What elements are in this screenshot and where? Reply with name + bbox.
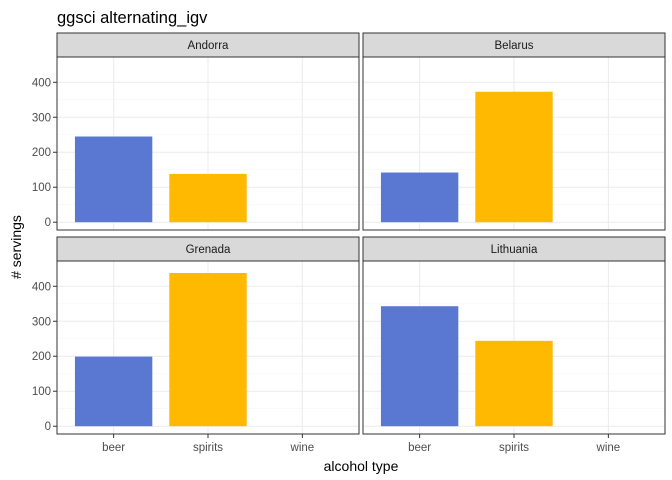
- panel-border: [362, 56, 666, 231]
- facet-panels: Andorra 0 100 200 300 400 Belarus Grenada 0 100 20…: [32, 32, 666, 454]
- chart-title: ggsci alternating_igv: [57, 9, 208, 27]
- x-tick-label: wine: [290, 442, 315, 454]
- y-axis-title: # servings: [8, 215, 24, 279]
- facet-strip: [362, 236, 666, 262]
- x-tick-label: spirits: [193, 442, 223, 454]
- x-tick-label: wine: [596, 442, 621, 454]
- facet-strip-label: Andorra: [188, 40, 230, 52]
- panel-border: [56, 56, 360, 231]
- x-tick-label: spirits: [499, 442, 529, 454]
- y-tick-label: 100: [32, 182, 51, 194]
- facet-strip: [362, 32, 666, 58]
- bar-spirits: [475, 91, 553, 223]
- bar-beer: [74, 136, 153, 223]
- y-tick-label: 0: [45, 421, 51, 433]
- facet-strip-label: Lithuania: [491, 244, 538, 256]
- y-tick-label: 300: [32, 316, 51, 328]
- y-tick-label: 300: [32, 112, 51, 124]
- bar-beer: [74, 356, 153, 427]
- y-tick-label: 100: [32, 386, 51, 398]
- facet-panel-lithuania: Lithuania beer spirits wine: [362, 236, 666, 454]
- facet-panel-grenada: Grenada 0 100 200 300 400 beer spirits wine: [32, 236, 360, 454]
- facet-panel-belarus: Belarus: [362, 32, 666, 231]
- facet-strip: [56, 32, 360, 58]
- y-tick-label: 200: [32, 147, 51, 159]
- y-tick-label: 400: [32, 281, 51, 293]
- facet-panel-andorra: Andorra 0 100 200 300 400: [32, 32, 360, 231]
- bar-beer: [380, 306, 459, 427]
- bar-spirits: [475, 340, 553, 427]
- x-axis-title: alcohol type: [324, 458, 399, 474]
- y-tick-label: 0: [45, 217, 51, 229]
- x-tick-label: beer: [102, 442, 125, 454]
- bar-spirits: [169, 173, 247, 223]
- bar-spirits: [169, 272, 247, 427]
- y-tick-label: 400: [32, 77, 51, 89]
- bar-beer: [380, 172, 459, 223]
- facet-strip-label: Grenada: [186, 244, 231, 256]
- y-tick-label: 200: [32, 351, 51, 363]
- facet-strip-label: Belarus: [495, 40, 534, 52]
- x-tick-label: beer: [408, 442, 431, 454]
